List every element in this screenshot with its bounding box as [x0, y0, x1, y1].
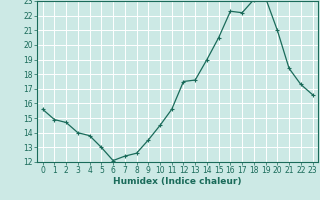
X-axis label: Humidex (Indice chaleur): Humidex (Indice chaleur): [113, 177, 242, 186]
